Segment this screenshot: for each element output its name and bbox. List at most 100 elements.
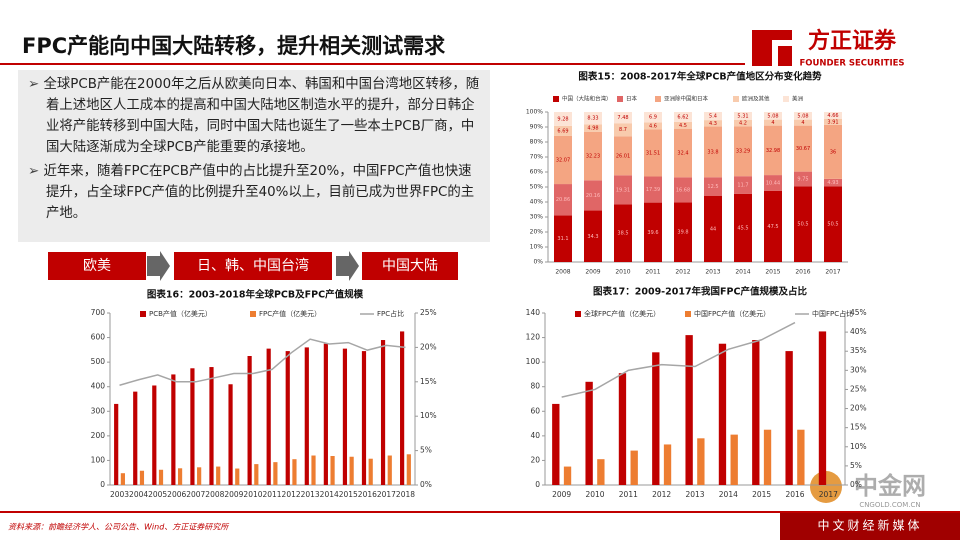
watermark-name: 中金网: [854, 472, 926, 500]
bar-segment: [734, 126, 752, 177]
bar-segment: [644, 176, 662, 203]
data-label: 45.5: [737, 225, 748, 231]
bar: [133, 391, 138, 485]
bar: [797, 429, 805, 485]
bar-segment: [794, 186, 812, 262]
x-tick-label: 2010: [585, 490, 604, 499]
x-tick-label: 2013: [685, 490, 704, 499]
flow-arrow: [336, 251, 359, 281]
y-tick-label: 70%: [530, 154, 544, 161]
data-label: 10.44: [766, 180, 780, 186]
bar: [342, 348, 348, 485]
data-label: 47.5: [767, 224, 778, 230]
data-label: 39.6: [647, 230, 658, 236]
bar-segment: [584, 210, 602, 262]
bar-segment: [554, 184, 572, 216]
data-label: 4.93: [827, 180, 838, 186]
watermark-domain: CNGOLD.COM.CN: [859, 501, 920, 509]
x-tick-label: 2010: [243, 490, 262, 499]
x-tick-label: 2015: [765, 269, 780, 276]
bar-segment: [584, 180, 602, 211]
bar-segment: [614, 136, 632, 176]
chart-title: 图表16：2003-2018年全球PCB及FPC产值规模: [147, 289, 364, 301]
data-label: 5.08: [797, 113, 808, 119]
data-label: 20.86: [556, 197, 570, 203]
y-tick-label: 100%: [526, 109, 543, 116]
data-label: 6.62: [677, 114, 688, 120]
x-tick-label: 2005: [148, 490, 167, 499]
bar: [254, 464, 259, 485]
y-tick-label: 0: [100, 480, 105, 489]
bar: [323, 343, 328, 485]
data-label: 30.67: [796, 146, 810, 152]
data-label: 19.31: [616, 187, 630, 193]
x-tick-label: 2014: [320, 490, 339, 499]
bar: [190, 368, 195, 485]
bar-segment: [614, 112, 632, 124]
bar: [311, 455, 316, 485]
bar: [228, 384, 233, 485]
x-tick-label: 2012: [282, 490, 301, 499]
data-label: 4.5: [679, 123, 687, 129]
bar: [209, 367, 214, 485]
y-tick-label: 600: [91, 333, 106, 342]
bar: [349, 456, 354, 485]
logo-en: FOUNDER SECURITIES: [799, 59, 904, 69]
y2-tick-label: 25%: [420, 308, 437, 317]
data-label: 12.5: [707, 184, 718, 190]
bar: [139, 470, 145, 485]
bar: [563, 466, 572, 485]
data-label: 5.4: [709, 114, 717, 120]
line: [561, 321, 796, 398]
bar-segment: [794, 119, 812, 126]
bar-segment: [824, 178, 842, 187]
logo-text: 方正证券: [808, 28, 897, 54]
x-tick-label: 2018: [396, 490, 415, 499]
bar-segment: [614, 204, 632, 262]
legend-label: 日本: [626, 95, 638, 103]
bar-segment: [554, 215, 572, 262]
y2-tick-label: 0%: [420, 480, 432, 489]
y2-tick-label: 0%: [850, 480, 862, 489]
flow-step: 中国大陆: [362, 252, 458, 280]
data-label: 4: [771, 120, 774, 126]
bar: [585, 381, 593, 485]
x-tick-label: 2013: [301, 490, 320, 499]
data-label: 33.29: [736, 149, 750, 155]
bullet: 近年来，随着FPC在PCB产值中的占比提升至20%，中国FPC产值也快速提升，占…: [28, 161, 480, 224]
x-tick-label: 2012: [675, 269, 690, 276]
y-tick-label: 700: [91, 308, 106, 317]
x-tick-label: 2012: [652, 490, 671, 499]
y2-tick-label: 10%: [850, 442, 867, 451]
y2-tick-label: 10%: [420, 411, 437, 420]
x-tick-label: 2008: [205, 490, 224, 499]
y-tick-label: 100: [91, 455, 106, 464]
data-label: 11.7: [737, 182, 748, 188]
x-tick-label: 2017: [819, 490, 838, 499]
x-tick-label: 2009: [552, 490, 571, 499]
bar-segment: [644, 112, 662, 123]
y-tick-label: 100: [526, 357, 541, 366]
legend-swatch: [655, 96, 661, 102]
bar-segment: [704, 196, 722, 262]
data-label: 4.98: [587, 126, 598, 132]
bar: [120, 473, 125, 485]
source-note: 资料来源：前瞻经济学人、公司公告、Wind、方正证券研究所: [8, 523, 230, 532]
data-label: 5.08: [767, 113, 778, 119]
bar-segment: [794, 112, 812, 120]
legend-label: FPC占比: [377, 309, 404, 318]
chart-title: 图表17：2009-2017年我国FPC产值规模及占比: [593, 286, 807, 298]
x-tick-label: 2010: [615, 269, 630, 276]
bar-segment: [764, 125, 782, 176]
legend-swatch: [733, 96, 739, 102]
bar-segment: [554, 135, 572, 185]
bar: [730, 434, 738, 485]
data-label: 3.91: [827, 119, 838, 125]
data-label: 8.33: [587, 116, 598, 122]
y2-tick-label: 25%: [850, 384, 867, 393]
legend-label: 中国FPC产值（亿美元）: [694, 309, 770, 318]
bar: [597, 459, 605, 485]
y-tick-label: 50%: [530, 184, 544, 191]
data-label: 34.3: [587, 234, 598, 240]
